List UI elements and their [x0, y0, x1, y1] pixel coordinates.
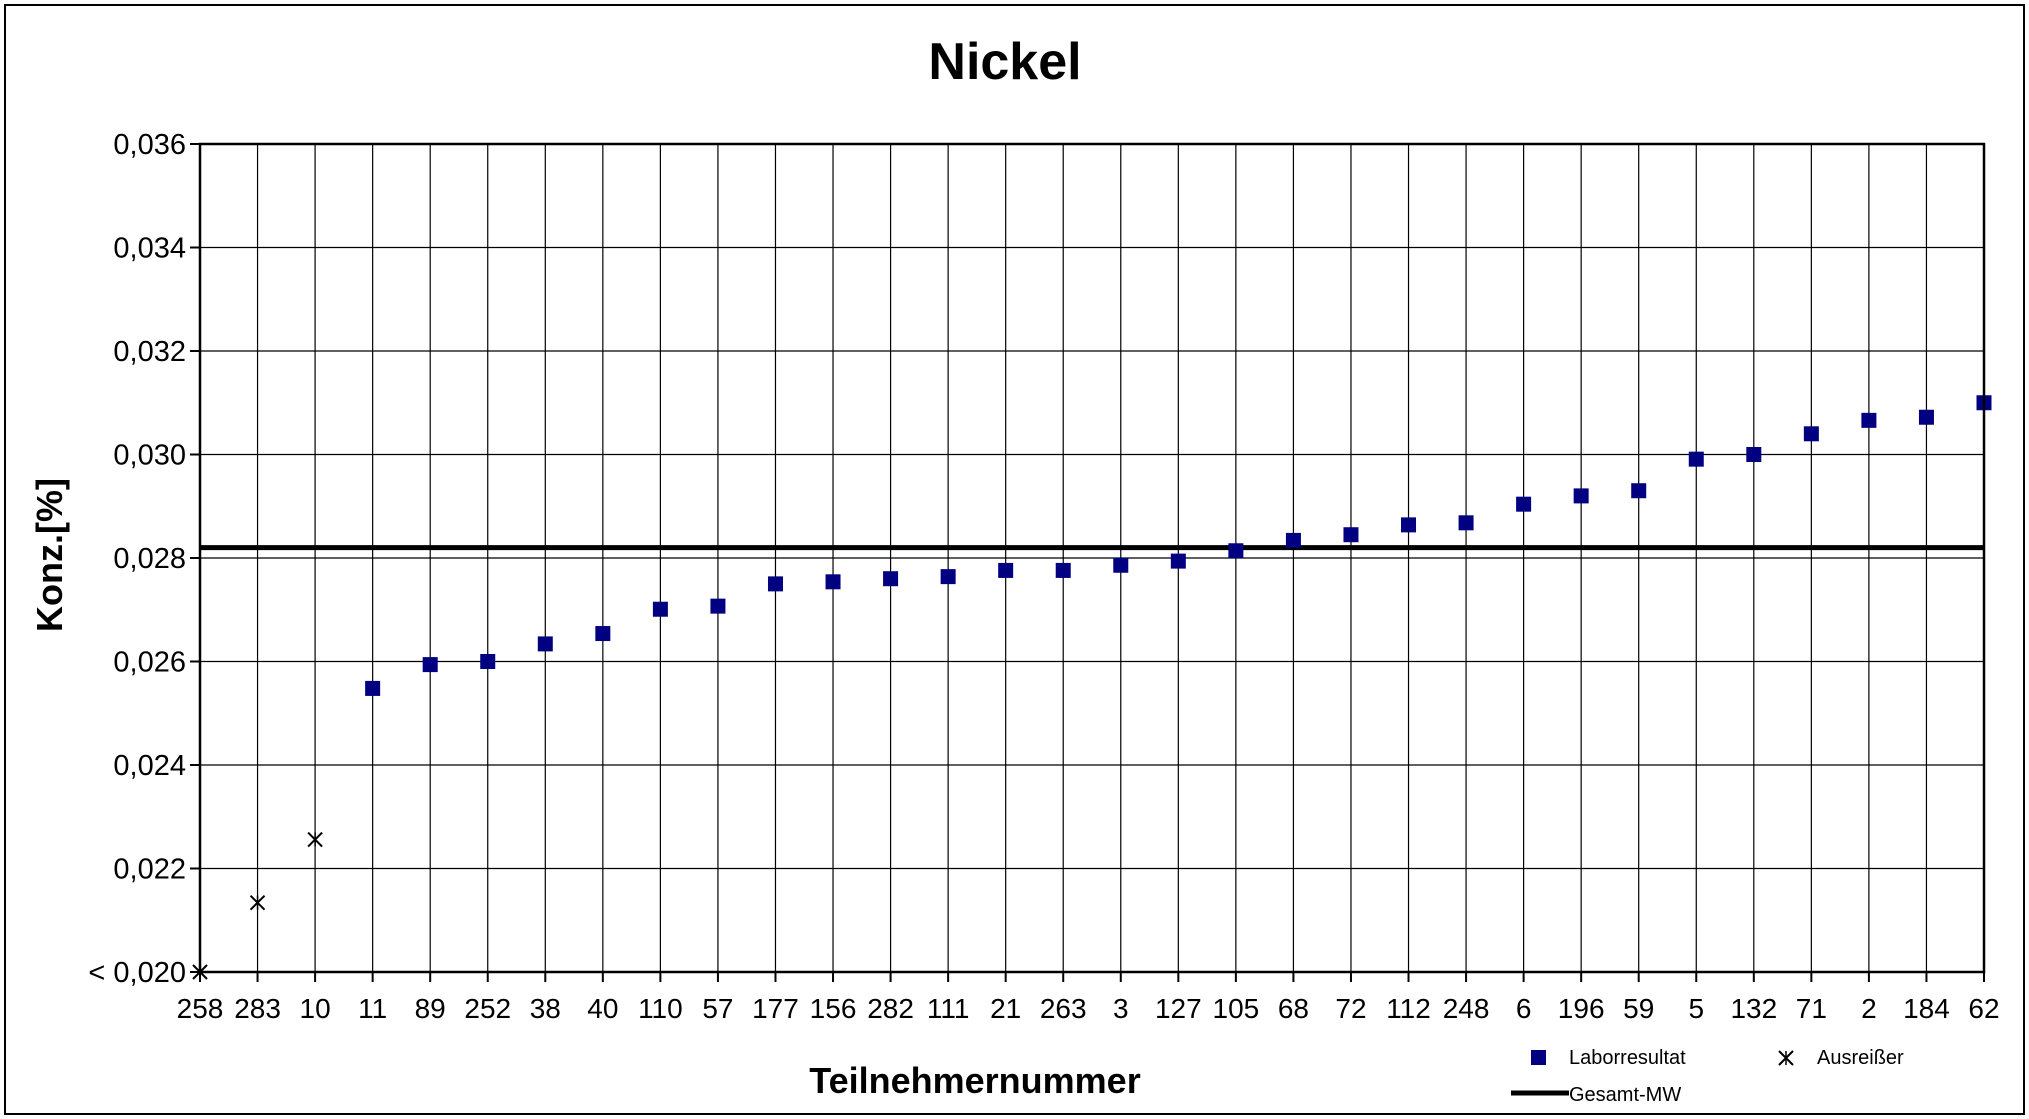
- data-point-square: [1573, 488, 1589, 504]
- data-point-square: [1113, 557, 1129, 573]
- x-tick-label: 71: [1796, 993, 1827, 1024]
- x-tick-label: 68: [1278, 993, 1309, 1024]
- x-tick-label: 62: [1968, 993, 1999, 1024]
- legend-square-marker: [1531, 1050, 1546, 1065]
- x-tick-label: 283: [234, 993, 281, 1024]
- y-tick-label: 0,030: [113, 440, 186, 472]
- x-tick-label: 258: [177, 993, 224, 1024]
- data-point-square: [1343, 527, 1359, 543]
- x-tick-label: 89: [415, 993, 446, 1024]
- data-point-square: [595, 626, 611, 642]
- x-tick-label: 110: [638, 993, 683, 1024]
- data-point-square: [998, 562, 1014, 578]
- legend: Laborresultat Ausreißer Gesamt-MW: [1511, 1047, 1904, 1106]
- y-tick-label: 0,034: [113, 233, 186, 265]
- x-tick-label: 127: [1155, 993, 1202, 1024]
- data-point-square: [422, 657, 438, 673]
- x-tick-label: 59: [1623, 993, 1654, 1024]
- x-tick-label: 196: [1558, 993, 1605, 1024]
- x-tick-label: 5: [1688, 993, 1704, 1024]
- legend-outlier-marker: [1778, 1050, 1794, 1066]
- legend-label: Ausreißer: [1817, 1047, 1904, 1069]
- x-tick-label: 10: [300, 993, 331, 1024]
- x-tick-label: 282: [867, 993, 914, 1024]
- data-point-square: [1170, 553, 1186, 569]
- data-point-square: [365, 680, 381, 696]
- y-tick-label: 0,032: [113, 336, 186, 368]
- x-tick-label: 112: [1386, 993, 1431, 1024]
- chart-border: [4, 4, 2025, 1115]
- x-tick-label: 11: [358, 993, 387, 1024]
- data-point-square: [652, 601, 668, 617]
- outlier-point: [307, 831, 323, 848]
- data-point-square: [1631, 483, 1647, 499]
- x-tick-label: 184: [1903, 993, 1950, 1024]
- data-point-square: [1803, 426, 1819, 442]
- x-tick-label: 132: [1730, 993, 1777, 1024]
- y-tick-label: 0,028: [113, 543, 186, 575]
- y-tick-label: 0,022: [113, 854, 186, 886]
- data-point-square: [1228, 543, 1244, 559]
- outlier-point: [249, 894, 266, 911]
- data-point-square: [1401, 517, 1417, 533]
- x-tick-label: 252: [464, 993, 511, 1024]
- y-tick-label: 0,026: [113, 647, 186, 679]
- data-point-square: [1861, 412, 1877, 428]
- data-point-square: [1746, 447, 1762, 462]
- data-point-square: [710, 598, 726, 614]
- plot-area-frame: [198, 142, 1986, 974]
- data-point-square: [480, 654, 496, 669]
- x-axis-label: Teilnehmernummer: [809, 1060, 1140, 1101]
- x-tick-label: 2: [1861, 993, 1877, 1024]
- x-tick-label: 263: [1040, 993, 1087, 1024]
- x-tick-label: 57: [702, 993, 733, 1024]
- data-point-square: [1055, 562, 1071, 578]
- data-point-square: [1688, 451, 1704, 467]
- y-tick-label: 0,024: [113, 750, 186, 782]
- y-tick-labels: < 0,020 0,022 0,024 0,026 0,028 0,030 0,032 0,0…: [88, 129, 186, 989]
- x-tick-labels: 258 283 10 11 89 252 38 40 110 57 177 156 282 111 21 26…: [177, 993, 2000, 1024]
- data-point-square: [1516, 496, 1532, 512]
- x-tick-label: 111: [927, 993, 970, 1024]
- x-tick-label: 105: [1213, 993, 1260, 1024]
- data-point-square: [940, 569, 956, 585]
- x-tick-label: 248: [1443, 993, 1490, 1024]
- data-point-square: [1918, 409, 1934, 425]
- data-point-square: [1285, 532, 1301, 548]
- x-tick-label: 72: [1335, 993, 1366, 1024]
- data-point-square: [1458, 515, 1474, 531]
- x-tick-label: 38: [530, 993, 561, 1024]
- data-point-square: [825, 574, 841, 590]
- chart-title: Nickel: [928, 33, 1081, 91]
- x-tick-label: 21: [990, 993, 1021, 1024]
- x-tick-label: 156: [810, 993, 857, 1024]
- data-point-square: [537, 636, 553, 652]
- legend-label: Laborresultat: [1569, 1047, 1686, 1069]
- x-tick-label: 40: [587, 993, 618, 1024]
- x-tick-label: 3: [1113, 993, 1129, 1024]
- data-points: [192, 395, 1992, 980]
- y-axis-label: Konz.[%]: [29, 478, 70, 632]
- x-tick-label: 177: [752, 993, 799, 1024]
- y-tick-label: < 0,020: [88, 957, 186, 989]
- data-point-square: [883, 571, 899, 587]
- data-point-square: [767, 576, 783, 592]
- x-tick-label: 6: [1516, 993, 1532, 1024]
- legend-label: Gesamt-MW: [1569, 1084, 1681, 1106]
- y-tick-label: 0,036: [113, 129, 186, 161]
